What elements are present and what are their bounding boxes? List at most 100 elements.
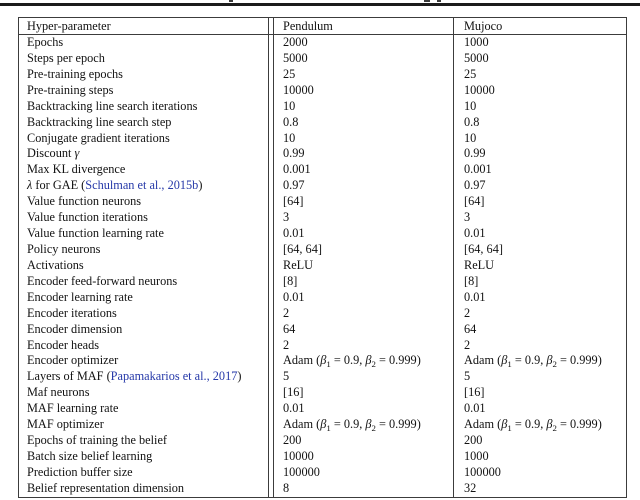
pendulum-value-cell: 8 <box>283 480 290 495</box>
param-cell: Conjugate gradient iterations <box>27 130 170 145</box>
param-cell: Encoder iterations <box>27 305 117 320</box>
hyperparameter-table: Hyper-parameter Pendulum Mujoco Epochs 20… <box>18 17 627 498</box>
param-cell: Batch size belief learning <box>27 448 153 463</box>
table-row: MAF learning rate 0.01 0.01 <box>19 401 626 417</box>
citation-link[interactable]: Papamakarios et al., 2017 <box>110 369 238 384</box>
pendulum-value-cell: 2000 <box>283 35 308 49</box>
table-row: λ for GAE (Schulman et al., 2015b) 0.97 0.… <box>19 178 626 194</box>
table-row: Activations ReLU ReLU <box>19 258 626 274</box>
mujoco-value-cell: 0.01 <box>464 401 486 416</box>
caption-fragment <box>424 0 430 2</box>
param-cell: Value function neurons <box>27 194 142 209</box>
param-cell: Maf neurons <box>27 385 90 400</box>
pendulum-value-cell: ReLU <box>283 257 314 272</box>
mujoco-value-cell: 5 <box>464 369 471 384</box>
param-cell: MAF learning rate <box>27 401 119 416</box>
param-cell: Encoder learning rate <box>27 289 133 304</box>
table-body: Epochs 2000 1000 Steps per epoch 5000 5000 Pre… <box>19 35 626 497</box>
pendulum-value-cell: 0.01 <box>283 226 305 241</box>
pendulum-value-cell: 0.001 <box>283 162 311 177</box>
pendulum-value-cell: 10000 <box>283 448 314 463</box>
pendulum-value-cell: 2 <box>283 305 290 320</box>
table-row: Encoder learning rate 0.01 0.01 <box>19 290 626 306</box>
mujoco-value-cell: ReLU <box>464 257 495 272</box>
param-cell: Layers of MAF (Papamakarios et al., 2017… <box>27 369 242 384</box>
pendulum-value-cell: 10000 <box>283 82 314 97</box>
table-row: Encoder heads 2 2 <box>19 338 626 354</box>
mujoco-value-cell: 0.99 <box>464 146 486 161</box>
param-cell: Encoder dimension <box>27 321 123 336</box>
mujoco-value-cell: 0.01 <box>464 289 486 304</box>
table-row: Value function learning rate 0.01 0.01 <box>19 226 626 242</box>
column-divider-double-left <box>268 18 269 497</box>
mujoco-value-cell: 25 <box>464 66 477 81</box>
mujoco-value-cell: Adam (β1 = 0.9, β2 = 0.999) <box>464 353 602 369</box>
pendulum-value-cell: 25 <box>283 66 296 81</box>
mujoco-value-cell: 64 <box>464 321 477 336</box>
pendulum-value-cell: [64, 64] <box>283 241 322 256</box>
mujoco-value-cell: 3 <box>464 210 471 225</box>
param-cell: Encoder optimizer <box>27 353 119 368</box>
table-top-rule <box>0 3 640 6</box>
pendulum-value-cell: 100000 <box>283 464 320 479</box>
pendulum-value-cell: 0.8 <box>283 114 299 129</box>
mujoco-value-cell: 0.001 <box>464 162 492 177</box>
table-row: Encoder iterations 2 2 <box>19 306 626 322</box>
pendulum-value-cell: Adam (β1 = 0.9, β2 = 0.999) <box>283 417 421 433</box>
col-header-mujoco: Mujoco <box>464 19 503 33</box>
param-cell: Backtracking line search iterations <box>27 98 198 113</box>
table-header-row: Hyper-parameter Pendulum Mujoco <box>19 18 626 35</box>
table-row: Discount γ 0.99 0.99 <box>19 146 626 162</box>
param-cell: Value function learning rate <box>27 226 164 241</box>
table-row: Conjugate gradient iterations 10 10 <box>19 131 626 147</box>
param-cell: Discount γ <box>27 146 80 161</box>
mujoco-value-cell: 2 <box>464 337 471 352</box>
col-header-hyper-parameter: Hyper-parameter <box>27 19 111 33</box>
mujoco-value-cell: [64, 64] <box>464 241 503 256</box>
mujoco-value-cell: 10 <box>464 98 477 113</box>
mujoco-value-cell: Adam (β1 = 0.9, β2 = 0.999) <box>464 417 602 433</box>
mujoco-value-cell: 100000 <box>464 464 501 479</box>
mujoco-value-cell: 32 <box>464 480 477 495</box>
table-row: Batch size belief learning 10000 1000 <box>19 449 626 465</box>
table-row: Layers of MAF (Papamakarios et al., 2017… <box>19 369 626 385</box>
column-divider-single <box>453 18 454 497</box>
table-row: Maf neurons [16] [16] <box>19 385 626 401</box>
table-row: Value function iterations 3 3 <box>19 210 626 226</box>
param-cell: Epochs of training the belief <box>27 433 168 448</box>
table-row: Belief representation dimension 8 32 <box>19 481 626 497</box>
param-cell: Max KL divergence <box>27 162 126 177</box>
param-cell: Policy neurons <box>27 241 101 256</box>
param-cell: Value function iterations <box>27 210 148 225</box>
param-cell: Belief representation dimension <box>27 480 185 495</box>
param-cell: Activations <box>27 257 84 272</box>
param-cell: Encoder heads <box>27 337 100 352</box>
col-header-pendulum: Pendulum <box>283 19 333 33</box>
caption-fragment <box>437 0 441 2</box>
pendulum-value-cell: [16] <box>283 385 304 400</box>
mujoco-value-cell: 0.97 <box>464 178 486 193</box>
table-row: Prediction buffer size 100000 100000 <box>19 465 626 481</box>
pendulum-value-cell: Adam (β1 = 0.9, β2 = 0.999) <box>283 353 421 369</box>
mujoco-value-cell: 200 <box>464 433 483 448</box>
param-cell: Prediction buffer size <box>27 464 133 479</box>
mujoco-value-cell: 1000 <box>464 448 489 463</box>
table-row: Pre-training epochs 25 25 <box>19 67 626 83</box>
table-row: Epochs 2000 1000 <box>19 35 626 51</box>
mujoco-value-cell: [8] <box>464 273 479 288</box>
param-cell: Backtracking line search step <box>27 114 172 129</box>
table-row: Backtracking line search step 0.8 0.8 <box>19 115 626 131</box>
table-row: Value function neurons [64] [64] <box>19 194 626 210</box>
column-divider-double-right <box>273 18 274 497</box>
citation-link[interactable]: Schulman et al., 2015b <box>85 178 199 193</box>
mujoco-value-cell: 10 <box>464 130 477 145</box>
mujoco-value-cell: 2 <box>464 305 471 320</box>
pendulum-value-cell: 10 <box>283 130 296 145</box>
pendulum-value-cell: 200 <box>283 433 302 448</box>
pendulum-value-cell: 10 <box>283 98 296 113</box>
mujoco-value-cell: [16] <box>464 385 485 400</box>
table-row: MAF optimizer Adam (β1 = 0.9, β2 = 0.999)… <box>19 417 626 433</box>
mujoco-value-cell: 0.8 <box>464 114 480 129</box>
mujoco-value-cell: 5000 <box>464 50 489 65</box>
